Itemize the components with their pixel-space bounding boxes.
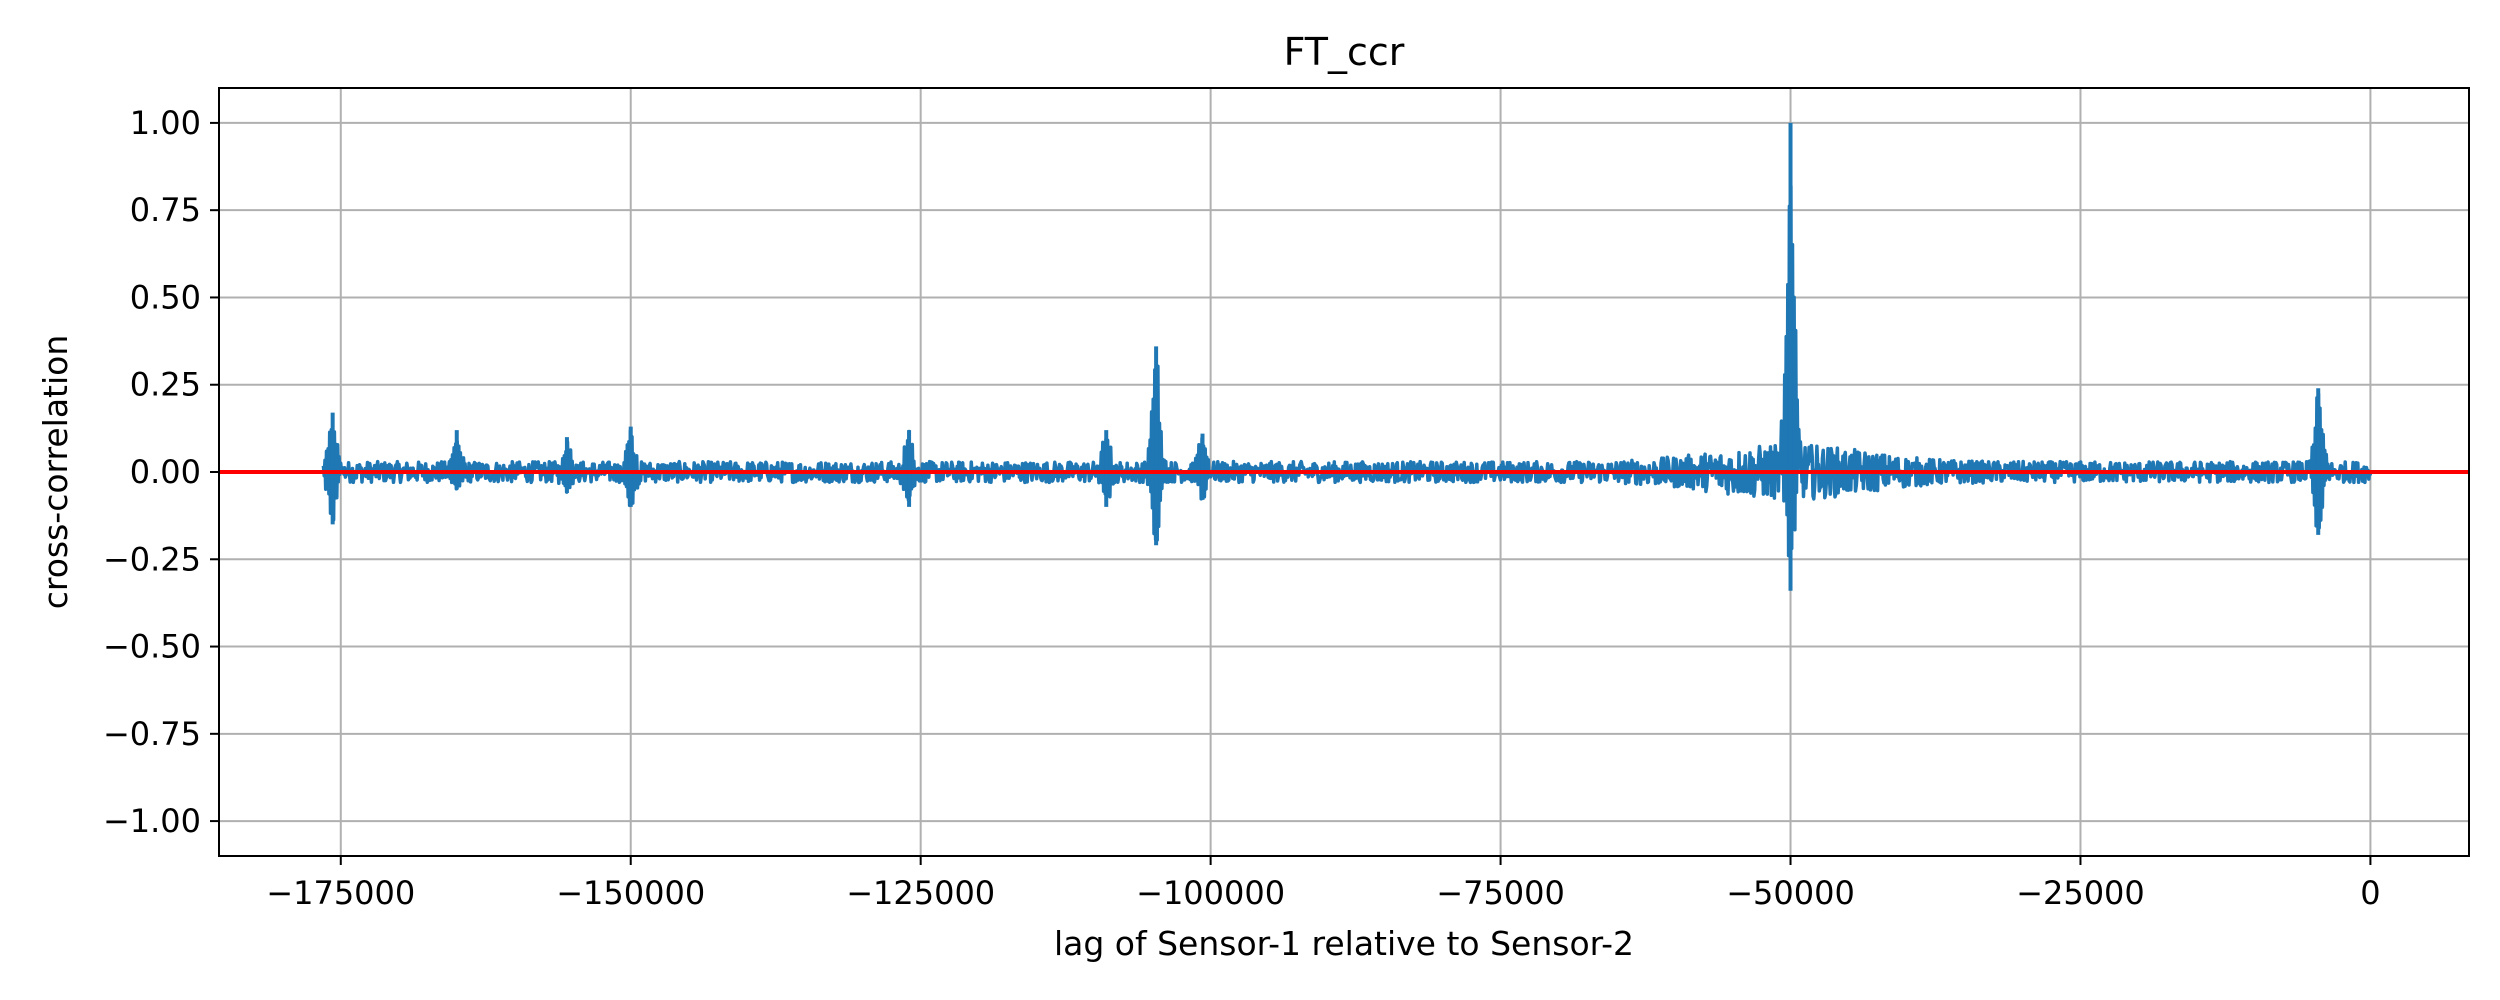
- y-tick-label: −0.75: [103, 715, 201, 753]
- plot-area-series: [219, 122, 2469, 591]
- cross-correlation-line: [321, 184, 2373, 558]
- y-tick-label: −1.00: [103, 802, 201, 840]
- y-tick-label: 0.50: [130, 278, 201, 316]
- y-tick-label: −0.25: [103, 540, 201, 578]
- y-tick-label: 1.00: [130, 104, 201, 142]
- x-tick-label: −150000: [556, 874, 705, 912]
- y-tick-label: 0.25: [130, 366, 201, 404]
- y-axis: 1.00 0.75 0.50 0.25 0.00 −0.25 −0.50 −0.75 −1.00: [103, 104, 219, 840]
- x-tick-label: −75000: [1436, 874, 1565, 912]
- x-axis: −175000 −150000 −125000 −100000 −75000 −50000…: [266, 856, 2381, 912]
- y-tick-label: 0.00: [130, 453, 201, 491]
- x-tick-label: −100000: [1136, 874, 1285, 912]
- y-axis-label: cross-correlation: [36, 335, 75, 610]
- x-tick-label: −50000: [1726, 874, 1855, 912]
- x-tick-label: 0: [2360, 874, 2380, 912]
- chart-title: FT_ccr: [1284, 30, 1405, 74]
- y-tick-label: 0.75: [130, 191, 201, 229]
- x-tick-label: −125000: [846, 874, 995, 912]
- x-tick-label: −25000: [2016, 874, 2145, 912]
- x-axis-label: lag of Sensor-1 relative to Sensor-2: [1054, 924, 1634, 963]
- y-tick-label: −0.50: [103, 628, 201, 666]
- x-tick-label: −175000: [266, 874, 415, 912]
